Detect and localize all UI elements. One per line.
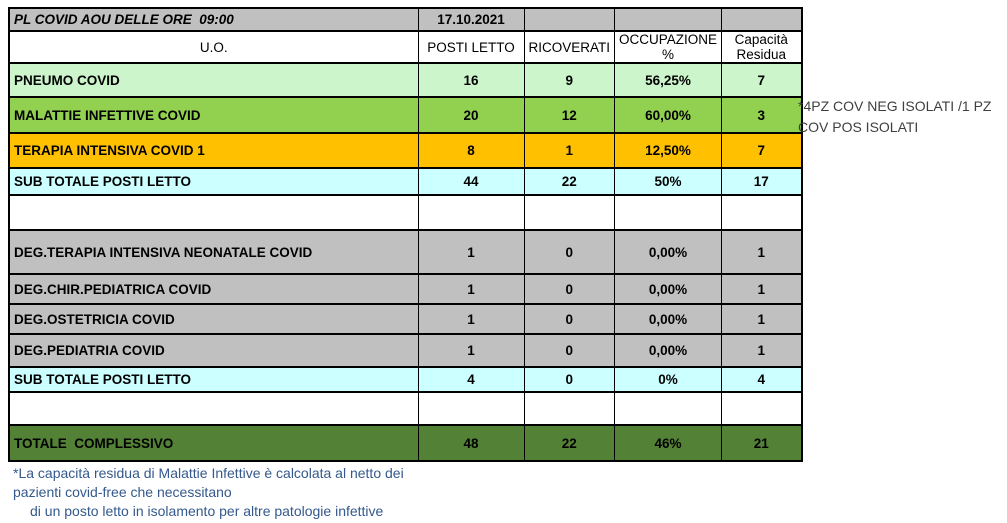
ricoverati-cell: 12 — [523, 96, 616, 134]
report-title: PL COVID AOU DELLE ORE 09:00 — [8, 7, 419, 32]
empty-header-cell — [523, 7, 616, 32]
occupazione-cell: 0,00% — [614, 273, 723, 305]
ricoverati-cell — [523, 194, 616, 231]
uo-cell: TERAPIA INTENSIVA COVID 1 — [8, 132, 419, 169]
ricoverati-cell: 0 — [523, 333, 616, 368]
capacita-residua-cell: 1 — [721, 303, 803, 335]
posti-letto-cell: 8 — [417, 132, 525, 169]
empty-header-cell — [721, 7, 803, 32]
footnote-line: pazienti covid-free che necessitano — [13, 484, 232, 500]
posti-letto-cell — [417, 391, 525, 426]
occupazione-cell — [614, 194, 723, 231]
uo-cell: TOTALE COMPLESSIVO — [8, 424, 419, 462]
occupazione-cell: 60,00% — [614, 96, 723, 134]
uo-cell: PNEUMO COVID — [8, 62, 419, 98]
uo-cell: SUB TOTALE POSTI LETTO — [8, 366, 419, 393]
table-row-sub-totale-2: SUB TOTALE POSTI LETTO 4 0 0% 4 — [8, 366, 803, 393]
uo-cell: DEG.OSTETRICIA COVID — [8, 303, 419, 335]
uo-cell: SUB TOTALE POSTI LETTO — [8, 167, 419, 196]
table-row-deg-pediatria-covid: DEG.PEDIATRIA COVID 1 0 0,00% 1 — [8, 333, 803, 368]
uo-cell: DEG.CHIR.PEDIATRICA COVID — [8, 273, 419, 305]
table-row-empty — [8, 391, 803, 426]
uo-cell: MALATTIE INFETTIVE COVID — [8, 96, 419, 134]
capacita-residua-cell: 1 — [721, 333, 803, 368]
table-row-totale-complessivo: TOTALE COMPLESSIVO 48 22 46% 21 — [8, 424, 803, 462]
occupazione-cell: 0,00% — [614, 303, 723, 335]
posti-letto-cell: 1 — [417, 333, 525, 368]
table-row-deg-chir-pediatrica-covid: DEG.CHIR.PEDIATRICA COVID 1 0 0,00% 1 — [8, 273, 803, 305]
occupazione-cell: 0% — [614, 366, 723, 393]
table-row-sub-totale-1: SUB TOTALE POSTI LETTO 44 22 50% 17 — [8, 167, 803, 196]
capacita-residua-cell — [721, 391, 803, 426]
posti-letto-cell: 1 — [417, 229, 525, 275]
ricoverati-cell: 0 — [523, 366, 616, 393]
capacita-residua-cell: 3 — [721, 96, 803, 134]
capacita-residua-cell: 7 — [721, 62, 803, 98]
ricoverati-cell: 0 — [523, 229, 616, 275]
ricoverati-cell: 22 — [523, 424, 616, 462]
ricoverati-cell: 22 — [523, 167, 616, 196]
footnote-line: *La capacità residua di Malattie Infetti… — [13, 465, 404, 481]
uo-cell — [8, 194, 419, 231]
posti-letto-cell: 16 — [417, 62, 525, 98]
ricoverati-cell: 9 — [523, 62, 616, 98]
occupazione-cell: 56,25% — [614, 62, 723, 98]
uo-cell: DEG.PEDIATRIA COVID — [8, 333, 419, 368]
column-header-ricoverati: RICOVERATI — [523, 30, 616, 64]
footnote-line: di un posto letto in isolamento per altr… — [30, 503, 384, 519]
posti-letto-cell: 48 — [417, 424, 525, 462]
occupazione-cell: 0,00% — [614, 229, 723, 275]
column-header-uo: U.O. — [8, 30, 419, 64]
posti-letto-cell: 44 — [417, 167, 525, 196]
covid-beds-report: PL COVID AOU DELLE ORE 09:00 17.10.2021 … — [8, 7, 803, 462]
capacita-residua-cell: 21 — [721, 424, 803, 462]
uo-cell — [8, 391, 419, 426]
table-row-deg-terapia-intensiva-neonatale-covid: DEG.TERAPIA INTENSIVA NEONATALE COVID 1 … — [8, 229, 803, 275]
empty-header-cell — [614, 7, 723, 32]
occupazione-cell: 46% — [614, 424, 723, 462]
posti-letto-cell: 4 — [417, 366, 525, 393]
covid-beds-table: PL COVID AOU DELLE ORE 09:00 17.10.2021 … — [8, 7, 803, 462]
table-row-empty — [8, 194, 803, 231]
occupazione-cell: 12,50% — [614, 132, 723, 169]
ricoverati-cell: 0 — [523, 273, 616, 305]
capacita-residua-cell: 7 — [721, 132, 803, 169]
uo-cell: DEG.TERAPIA INTENSIVA NEONATALE COVID — [8, 229, 419, 275]
footnote: *La capacità residua di Malattie Infetti… — [13, 464, 404, 521]
table-row-pneumo-covid: PNEUMO COVID 16 9 56,25% 7 — [8, 62, 803, 98]
posti-letto-cell: 20 — [417, 96, 525, 134]
occupazione-cell: 0,00% — [614, 333, 723, 368]
occupazione-cell — [614, 391, 723, 426]
capacita-residua-cell — [721, 194, 803, 231]
posti-letto-cell — [417, 194, 525, 231]
posti-letto-cell: 1 — [417, 273, 525, 305]
capacita-residua-cell: 1 — [721, 273, 803, 305]
capacita-residua-cell: 1 — [721, 229, 803, 275]
table-row-malattie-infettive-covid: MALATTIE INFETTIVE COVID 20 12 60,00% 3 — [8, 96, 803, 134]
table-row-deg-ostetricia-covid: DEG.OSTETRICIA COVID 1 0 0,00% 1 — [8, 303, 803, 335]
title-row: PL COVID AOU DELLE ORE 09:00 17.10.2021 — [8, 7, 803, 32]
column-header-posti-letto: POSTI LETTO — [417, 30, 525, 64]
side-note: *4PZ COV NEG ISOLATI /1 PZ COV POS ISOLA… — [798, 98, 992, 135]
ricoverati-cell: 0 — [523, 303, 616, 335]
posti-letto-cell: 1 — [417, 303, 525, 335]
column-header-occupazione: OCCUPAZIONE % — [614, 30, 723, 64]
column-header-row: U.O. POSTI LETTO RICOVERATI OCCUPAZIONE … — [8, 30, 803, 64]
column-header-capacita-residua: Capacità Residua — [721, 30, 803, 64]
capacita-residua-cell: 17 — [721, 167, 803, 196]
occupazione-cell: 50% — [614, 167, 723, 196]
table-row-terapia-intensiva-covid-1: TERAPIA INTENSIVA COVID 1 8 1 12,50% 7 — [8, 132, 803, 169]
capacita-residua-cell: 4 — [721, 366, 803, 393]
report-date: 17.10.2021 — [417, 7, 525, 32]
ricoverati-cell — [523, 391, 616, 426]
ricoverati-cell: 1 — [523, 132, 616, 169]
